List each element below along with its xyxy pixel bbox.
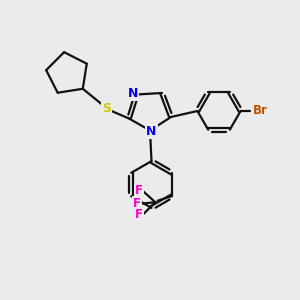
- Text: S: S: [102, 101, 111, 115]
- Text: Br: Br: [253, 104, 268, 118]
- Text: F: F: [133, 197, 141, 210]
- Text: N: N: [146, 125, 157, 139]
- Text: N: N: [128, 86, 138, 100]
- Text: F: F: [135, 184, 143, 197]
- Text: F: F: [135, 208, 143, 221]
